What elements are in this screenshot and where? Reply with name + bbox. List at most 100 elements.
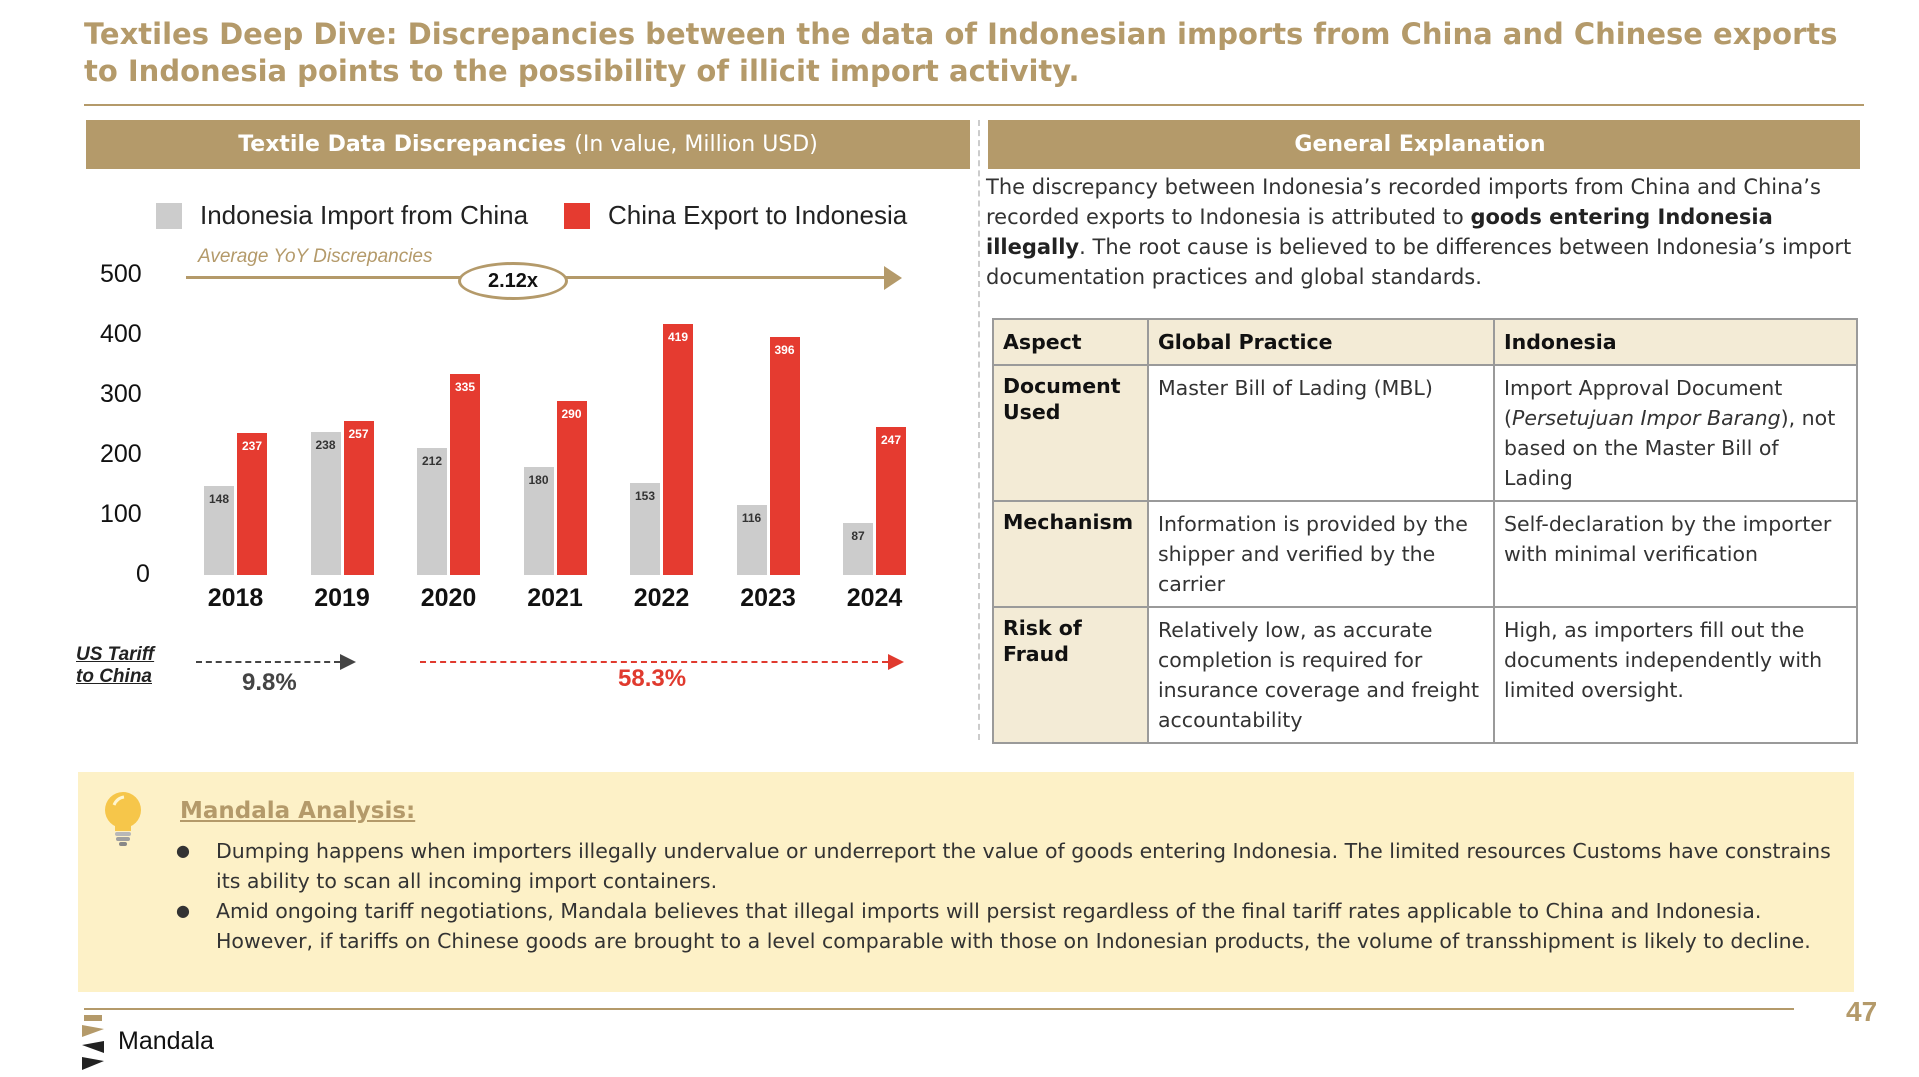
comparison-table: Aspect Global Practice Indonesia Documen… — [992, 318, 1858, 744]
bar-import — [736, 505, 767, 575]
analysis-list: Dumping happens when importers illegally… — [176, 836, 1836, 956]
chart-panel-header-unit: (In value, Million USD) — [574, 132, 818, 157]
y-tick-0: 0 — [136, 560, 150, 588]
avg-discrepancy-arrowhead — [884, 266, 902, 290]
legend-import: Indonesia Import from China — [156, 200, 528, 231]
table-row: Mechanism Information is provided by the… — [992, 500, 1858, 608]
lightbulb-icon — [105, 792, 141, 846]
legend-export: China Export to Indonesia — [564, 200, 907, 231]
analysis-bullet: Amid ongoing tariff negotiations, Mandal… — [176, 896, 1836, 956]
tariff-before-arrowhead — [340, 654, 356, 670]
footer-divider — [84, 1008, 1794, 1010]
brand-name: Mandala — [118, 1027, 214, 1055]
panel-divider — [978, 120, 980, 740]
x-tick-label: 2022 — [633, 584, 690, 612]
tariff-label: US Tariff to China — [76, 644, 154, 688]
bar-value-label: 116 — [741, 511, 762, 526]
y-tick-500: 500 — [100, 260, 142, 288]
bar-value-label: 290 — [561, 407, 582, 421]
table-header-row: Aspect Global Practice Indonesia — [992, 318, 1858, 366]
bar-value-label: 180 — [528, 473, 549, 487]
bar-import — [843, 522, 873, 575]
table-header-global: Global Practice — [1146, 318, 1496, 366]
legend-label-export: China Export to Indonesia — [608, 200, 908, 230]
bar-value-label: 87 — [851, 528, 865, 543]
bar-value-label: 419 — [667, 329, 689, 344]
chart-panel-header-bold: Textile Data Discrepancies — [238, 132, 567, 157]
x-tick-label: 2024 — [846, 584, 903, 612]
table-cell-global: Relatively low, as accurate completion i… — [1146, 606, 1496, 744]
table-cell-indonesia-italic: Persetujuan Impor Barang — [1512, 406, 1781, 430]
tariff-after-value: 58.3% — [618, 665, 687, 692]
bar-export — [663, 323, 693, 575]
explanation-part1: The discrepancy between Indonesia’s reco… — [986, 175, 1821, 229]
analysis-title: Mandala Analysis: — [180, 798, 416, 824]
table-header-aspect: Aspect — [992, 318, 1149, 366]
page-number: 47 — [1846, 996, 1878, 1027]
x-tick-label: 2020 — [420, 584, 477, 612]
bar-value-label: 148 — [208, 492, 230, 507]
table-row: Document Used Master Bill of Lading (MBL… — [992, 364, 1858, 502]
mandala-logo-icon — [82, 1015, 104, 1070]
tariff-before-line — [196, 661, 340, 663]
y-tick-200: 200 — [100, 440, 142, 468]
chart-panel-header: Textile Data Discrepancies (In value, Mi… — [86, 120, 970, 169]
bar-import — [204, 486, 234, 575]
table-cell-indonesia-post: ), not based on the Master Bill of Ladin… — [1504, 406, 1836, 490]
bar-import — [523, 467, 554, 575]
bar-export — [556, 401, 587, 575]
x-tick-label: 2018 — [207, 584, 264, 612]
y-tick-400: 400 — [100, 320, 142, 348]
table-header-indonesia: Indonesia — [1493, 318, 1858, 366]
legend-swatch-export — [564, 202, 590, 229]
tariff-after-line — [420, 661, 888, 663]
bar-export — [450, 374, 480, 575]
bar-value-label: 247 — [880, 432, 902, 447]
legend-label-import: Indonesia Import from China — [200, 200, 529, 230]
tariff-label-line2: to China — [76, 666, 152, 687]
bar-import — [630, 483, 660, 575]
explanation-bold: goods entering Indonesia illegally — [986, 205, 1773, 259]
table-cell-indonesia: Import Approval Document (Persetujuan Im… — [1493, 364, 1858, 502]
avg-discrepancy-value: 2.12x — [458, 262, 568, 300]
tariff-before-value: 9.8% — [242, 669, 297, 696]
bar-value-label: 153 — [634, 489, 656, 504]
x-tick-label: 2023 — [740, 584, 796, 612]
bar-import — [417, 447, 447, 575]
bar-value-label: 257 — [348, 426, 369, 441]
table-cell-global: Information is provided by the shipper a… — [1146, 500, 1496, 608]
table-row: Risk of Fraud Relatively low, as accurat… — [992, 606, 1858, 744]
explanation-text: The discrepancy between Indonesia’s reco… — [986, 172, 1856, 292]
x-tick-label: 2021 — [527, 584, 583, 612]
bar-value-label: 237 — [241, 438, 263, 453]
table-cell-global: Master Bill of Lading (MBL) — [1146, 364, 1496, 502]
table-cell-aspect: Mechanism — [992, 500, 1149, 608]
table-cell-indonesia: Self-declaration by the importer with mi… — [1493, 500, 1858, 608]
tariff-label-line1: US Tariff — [76, 644, 155, 665]
analysis-bullet: Dumping happens when importers illegally… — [176, 836, 1836, 896]
bar-export — [343, 420, 374, 575]
explanation-part2: . The root cause is believed to be diffe… — [986, 235, 1852, 289]
table-cell-indonesia: High, as importers fill out the document… — [1493, 606, 1858, 744]
legend-swatch-import — [156, 202, 182, 229]
table-cell-indonesia-pre: Import Approval Document ( — [1504, 376, 1783, 430]
page-title: Textiles Deep Dive: Discrepancies betwee… — [84, 17, 1838, 88]
avg-discrepancy-label: Average YoY Discrepancies — [198, 246, 433, 267]
title-divider — [84, 104, 1864, 106]
explanation-panel-header: General Explanation — [988, 120, 1860, 169]
y-tick-300: 300 — [100, 380, 142, 408]
tariff-after-arrowhead — [888, 654, 904, 670]
y-tick-100: 100 — [100, 500, 142, 528]
bar-value-label: 396 — [774, 343, 795, 358]
bar-value-label: 238 — [315, 438, 336, 453]
bar-value-label: 335 — [454, 380, 476, 394]
table-cell-aspect: Risk of Fraud — [992, 606, 1149, 744]
x-tick-label: 2019 — [314, 584, 370, 612]
bar-value-label: 212 — [421, 453, 443, 468]
bar-import — [310, 432, 341, 575]
bar-export — [769, 337, 800, 575]
bar-export — [237, 432, 267, 575]
table-cell-aspect: Document Used — [992, 364, 1149, 502]
bar-export — [876, 426, 906, 575]
explanation-panel-header-text: General Explanation — [1294, 132, 1546, 157]
